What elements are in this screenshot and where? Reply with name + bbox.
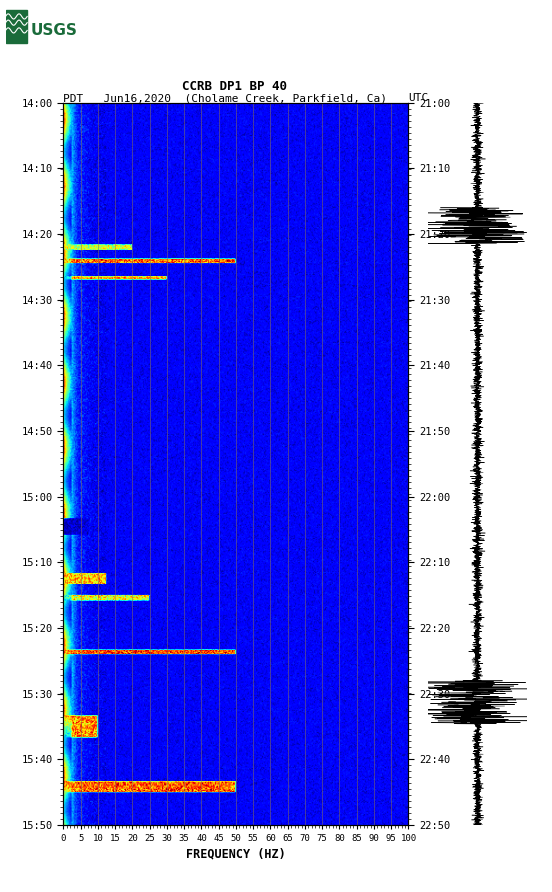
Text: UTC: UTC	[408, 94, 429, 103]
X-axis label: FREQUENCY (HZ): FREQUENCY (HZ)	[186, 847, 286, 860]
Text: PDT   Jun16,2020  (Cholame Creek, Parkfield, Ca): PDT Jun16,2020 (Cholame Creek, Parkfield…	[63, 94, 388, 103]
Text: CCRB DP1 BP 40: CCRB DP1 BP 40	[182, 79, 287, 93]
Bar	[6, 10, 27, 44]
Text: USGS: USGS	[30, 23, 77, 38]
